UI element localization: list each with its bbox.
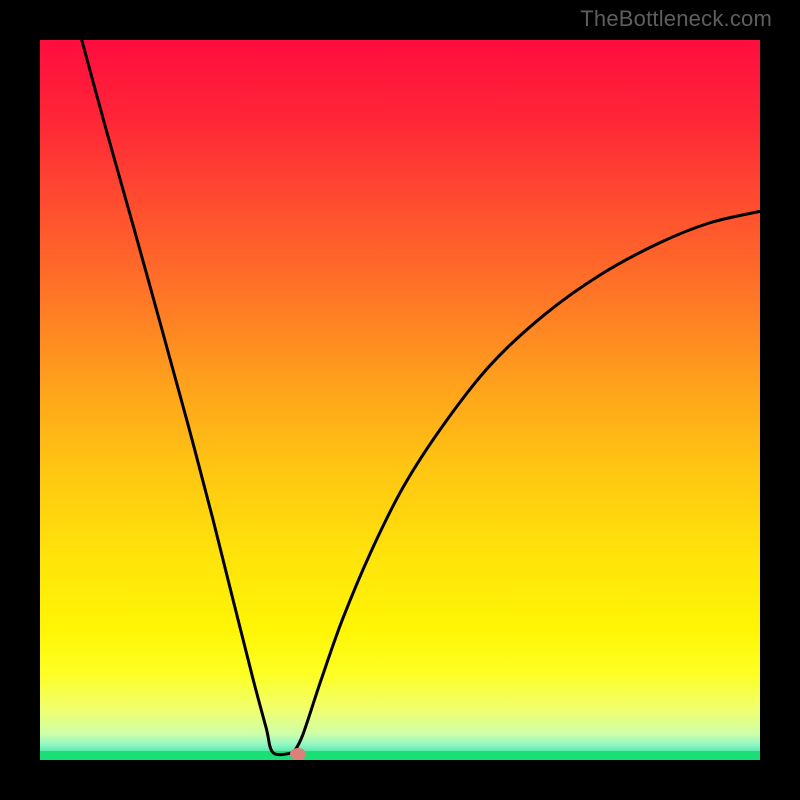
bottleneck-curve-line	[82, 40, 760, 755]
optimal-point-marker	[290, 748, 306, 760]
plot-area	[40, 40, 760, 760]
watermark-text: TheBottleneck.com	[580, 6, 772, 32]
bottleneck-curve-chart	[40, 40, 760, 760]
